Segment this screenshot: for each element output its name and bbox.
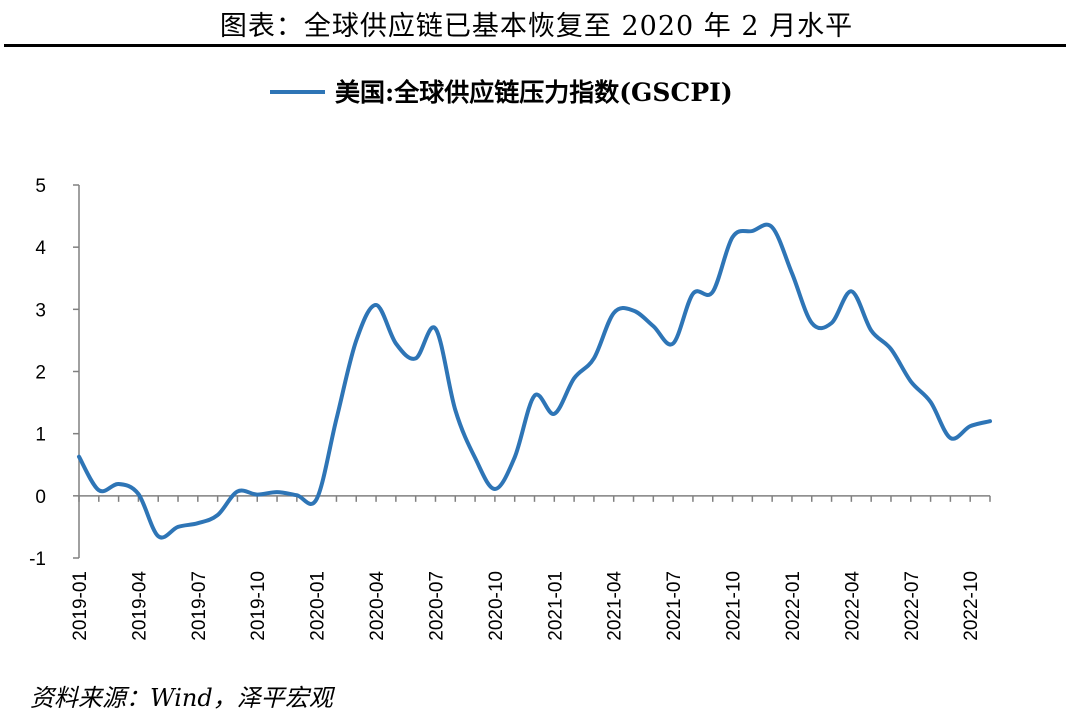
x-tick-label: 2019-04 [129, 571, 150, 641]
data-point [810, 321, 814, 325]
data-point [770, 225, 774, 229]
data-point [830, 321, 834, 325]
x-tick-label: 2019-10 [248, 571, 269, 641]
data-point [572, 376, 576, 380]
data-point [632, 309, 636, 313]
y-tick-label: 0 [35, 487, 46, 508]
data-point [968, 424, 972, 428]
data-point [97, 488, 101, 492]
data-point [315, 497, 319, 501]
data-point [671, 342, 675, 346]
y-tick-label: 2 [35, 363, 46, 384]
x-tick-label: 2021-01 [545, 571, 566, 641]
data-point [909, 379, 913, 383]
data-point [869, 328, 873, 332]
data-point [731, 235, 735, 239]
x-tick-label: 2021-10 [724, 571, 745, 641]
x-tick-label: 2020-10 [486, 571, 507, 641]
data-point [334, 417, 338, 421]
x-tick-label: 2022-10 [961, 571, 982, 641]
data-point [750, 229, 754, 233]
data-point [552, 412, 556, 416]
legend: 美国:全球供应链压力指数(GSCPI) [270, 78, 733, 107]
data-point [988, 419, 992, 423]
data-point [77, 455, 81, 459]
data-point [790, 271, 794, 275]
data-point [235, 489, 239, 493]
data-point [651, 324, 655, 328]
data-point [849, 289, 853, 293]
data-point [176, 525, 180, 529]
data-point [453, 408, 457, 412]
data-point [117, 482, 121, 486]
data-point [136, 492, 140, 496]
data-point [948, 436, 952, 440]
data-point [513, 455, 517, 459]
data-point [275, 490, 279, 494]
source-note: 资料来源：Wind，泽平宏观 [30, 684, 333, 712]
y-tick-label: 4 [35, 238, 46, 259]
axes [78, 185, 990, 558]
data-point [433, 327, 437, 331]
data-point [196, 521, 200, 525]
legend-label: 美国:全球供应链压力指数(GSCPI) [335, 78, 733, 107]
title-rule [4, 44, 1066, 47]
data-point [414, 356, 418, 360]
data-point [533, 394, 537, 398]
data-point [493, 487, 497, 491]
data-point [255, 493, 259, 497]
data-point [929, 400, 933, 404]
data-point [592, 356, 596, 360]
data-point [889, 347, 893, 351]
data-point [691, 292, 695, 296]
x-tick-label: 2021-04 [605, 571, 626, 641]
data-point [374, 303, 378, 307]
series-line [77, 222, 992, 540]
x-tick-label: 2022-01 [783, 571, 804, 641]
x-tick-label: 2019-01 [70, 571, 91, 641]
y-tick-label: 3 [35, 300, 46, 321]
data-point [394, 342, 398, 346]
data-point [473, 456, 477, 460]
y-tick-label: 5 [35, 176, 46, 197]
x-tick-label: 2021-07 [664, 571, 685, 641]
data-point [612, 311, 616, 315]
data-point [156, 534, 160, 538]
x-axis-ticks: 2019-01 2019-04 2019-07 2019-10 2020-01 2020-… [70, 495, 991, 641]
figure-title: 图表：全球供应链已基本恢复至 2020 年 2 月水平 [219, 11, 854, 42]
y-axis-ticks: -1 0 1 2 3 4 5 [29, 176, 79, 570]
data-point [295, 493, 299, 497]
series-points [77, 225, 992, 538]
data-point [216, 513, 220, 517]
x-tick-label: 2020-07 [426, 571, 447, 641]
x-tick-label: 2022-04 [842, 571, 863, 641]
data-point [711, 290, 715, 294]
data-point [354, 338, 358, 342]
y-tick-label: -1 [29, 549, 46, 570]
x-tick-label: 2020-01 [308, 571, 329, 641]
x-tick-label: 2022-07 [902, 571, 923, 641]
x-tick-label: 2020-04 [367, 571, 388, 641]
y-tick-label: 1 [35, 425, 46, 446]
x-tick-label: 2019-07 [189, 571, 210, 641]
